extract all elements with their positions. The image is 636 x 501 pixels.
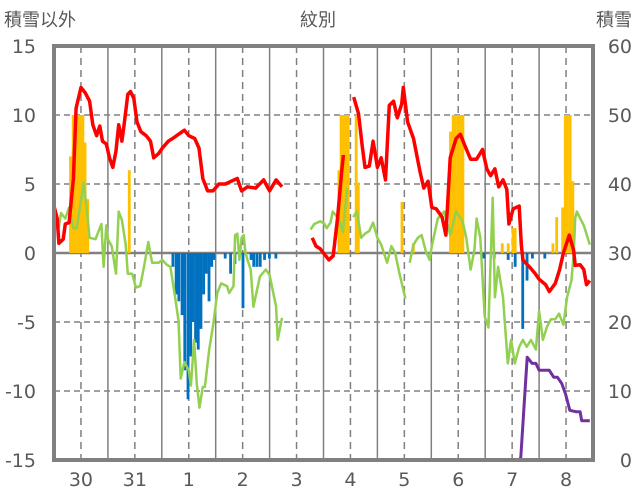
x-tick-label: 4 — [344, 469, 356, 491]
left-tick-label: -5 — [17, 312, 36, 334]
right-tick-label: 10 — [608, 381, 632, 403]
blue-bar — [177, 253, 181, 302]
red-line-segment — [310, 154, 346, 262]
blue-bar — [191, 253, 195, 322]
blue-bar — [249, 253, 253, 260]
x-tick-label: 3 — [291, 469, 303, 491]
orange-bar — [459, 115, 463, 253]
blue-bar — [252, 253, 256, 267]
blue-bar — [202, 253, 206, 295]
x-tick-label: 5 — [398, 469, 410, 491]
blue-bar — [263, 253, 266, 260]
green-line-segment — [309, 187, 349, 234]
orange-bar — [451, 115, 455, 253]
orange-bar — [73, 115, 77, 253]
left-tick-label: 10 — [12, 105, 36, 127]
orange-bar — [344, 115, 348, 253]
blue-bar — [207, 253, 211, 302]
blue-bar — [174, 253, 178, 295]
blue-bar — [223, 253, 227, 259]
left-tick-label: 5 — [24, 174, 36, 196]
blue-bar — [204, 253, 208, 274]
orange-bar — [354, 115, 358, 253]
orange-bar — [346, 115, 350, 253]
blue-bar — [180, 253, 184, 316]
blue-bar — [274, 253, 278, 259]
blue-bar — [267, 253, 271, 259]
orange-bar — [571, 181, 575, 253]
blue-bar — [482, 253, 486, 259]
orange-bar — [513, 228, 517, 253]
orange-bar — [453, 115, 457, 253]
right-tick-label: 50 — [608, 105, 632, 127]
blue-bar — [506, 253, 510, 260]
orange-bar — [461, 115, 465, 253]
x-tick-label: 7 — [506, 469, 518, 491]
blue-bar — [189, 253, 193, 357]
x-tick-label: 30 — [69, 469, 93, 491]
orange-bar — [127, 170, 131, 253]
orange-bar — [563, 115, 567, 253]
x-tick-label: 6 — [452, 469, 464, 491]
right-tick-label: 0 — [620, 450, 632, 472]
blue-bar — [543, 253, 547, 259]
orange-bar — [506, 243, 510, 253]
left-tick-label: -15 — [5, 450, 36, 472]
orange-bar — [400, 201, 404, 253]
right-tick-label: 60 — [608, 36, 632, 58]
left-tick-label: 0 — [24, 243, 36, 265]
blue-bar — [513, 253, 517, 267]
x-tick-label: 2 — [237, 469, 249, 491]
plot-frame — [52, 44, 595, 462]
orange-bar — [449, 131, 452, 253]
green-line-segment — [352, 210, 407, 299]
orange-bar — [456, 115, 460, 253]
blue-bar — [186, 253, 190, 400]
red-line-segment — [52, 85, 284, 246]
blue-bar — [258, 253, 262, 267]
orange-bar — [342, 115, 346, 253]
blue-bar — [229, 253, 233, 274]
left-tick-label: 15 — [12, 36, 36, 58]
right-tick-label: 30 — [608, 243, 632, 265]
orange-bar — [511, 228, 515, 253]
green-line-segment — [52, 181, 284, 409]
orange-bar — [551, 243, 555, 253]
orange-bar — [78, 115, 82, 253]
blue-bar — [241, 253, 245, 309]
x-tick-label: 31 — [123, 469, 147, 491]
right-tick-label: 20 — [608, 312, 632, 334]
left-tick-label: -10 — [5, 381, 36, 403]
orange-bar — [76, 115, 80, 253]
blue-bar — [199, 253, 203, 329]
orange-bar — [568, 115, 572, 253]
orange-bar — [500, 243, 504, 253]
chart-title: 紋別 — [300, 10, 336, 31]
blue-bar — [194, 253, 197, 343]
x-tick-label: 8 — [560, 469, 572, 491]
orange-bar — [561, 207, 565, 253]
right-axis-title: 積雪 — [596, 10, 632, 31]
blue-bar — [183, 253, 187, 371]
blue-bar — [210, 253, 214, 267]
orange-bar — [566, 115, 569, 253]
blue-bar — [196, 253, 200, 350]
blue-bar — [531, 253, 534, 259]
blue-bar — [171, 253, 175, 267]
left-axis-title: 積雪以外 — [4, 10, 76, 31]
purple-line-segment — [358, 355, 590, 462]
blue-bar — [212, 253, 216, 260]
blue-bar — [255, 253, 259, 267]
orange-bar — [555, 217, 559, 253]
blue-bar — [521, 253, 525, 329]
right-tick-label: 40 — [608, 174, 632, 196]
x-tick-label: 1 — [183, 469, 195, 491]
red-line-segment — [352, 85, 592, 294]
